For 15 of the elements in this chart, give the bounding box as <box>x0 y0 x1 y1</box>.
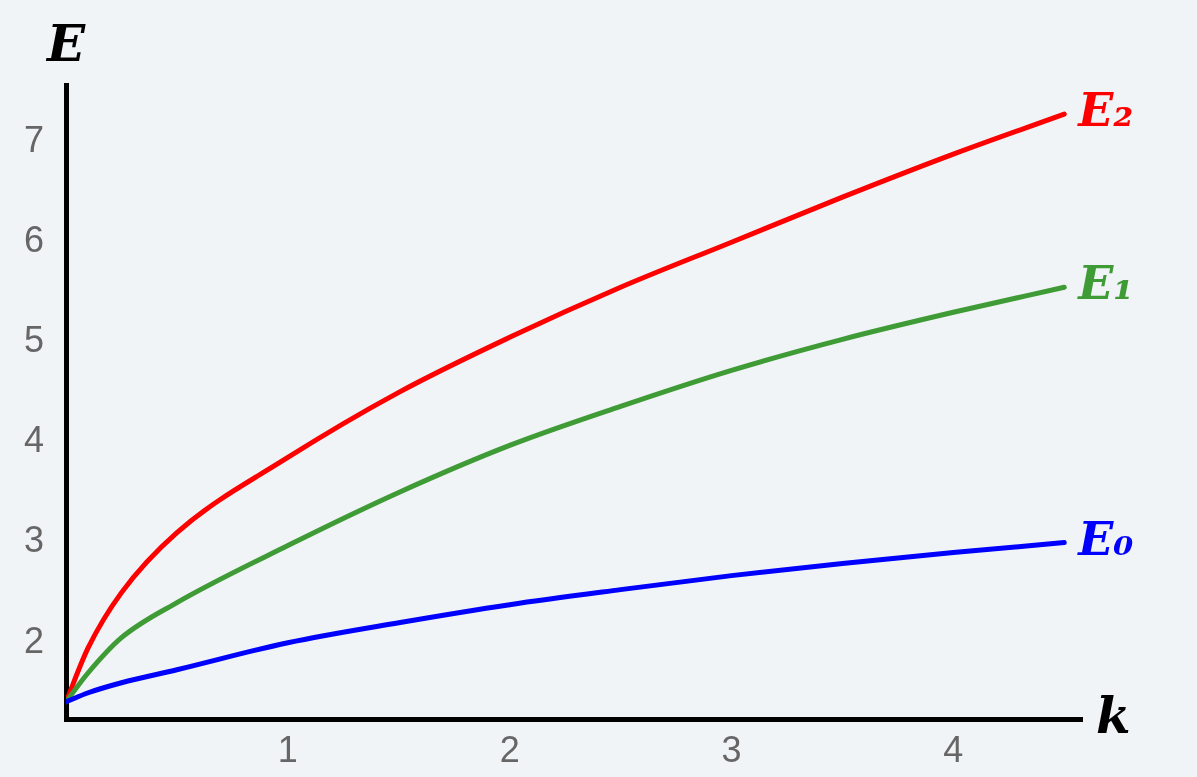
x-tick-label: 1 <box>277 729 298 771</box>
y-tick-label: 3 <box>23 519 45 561</box>
y-tick-label: 7 <box>23 118 45 160</box>
y-tick-label: 6 <box>23 219 45 261</box>
x-tick-label: 3 <box>721 729 742 771</box>
series-label: E₀ <box>1076 511 1134 566</box>
series-label: E₁ <box>1076 256 1134 311</box>
x-tick-label: 4 <box>943 729 964 771</box>
y-tick-label: 2 <box>23 619 45 661</box>
series-label: E₂ <box>1076 82 1134 137</box>
y-axis-title: E <box>44 13 86 73</box>
y-tick-label: 4 <box>23 419 45 461</box>
x-tick-label: 2 <box>499 729 520 771</box>
x-axis-title: k <box>1096 685 1131 745</box>
y-tick-label: 5 <box>23 319 45 361</box>
